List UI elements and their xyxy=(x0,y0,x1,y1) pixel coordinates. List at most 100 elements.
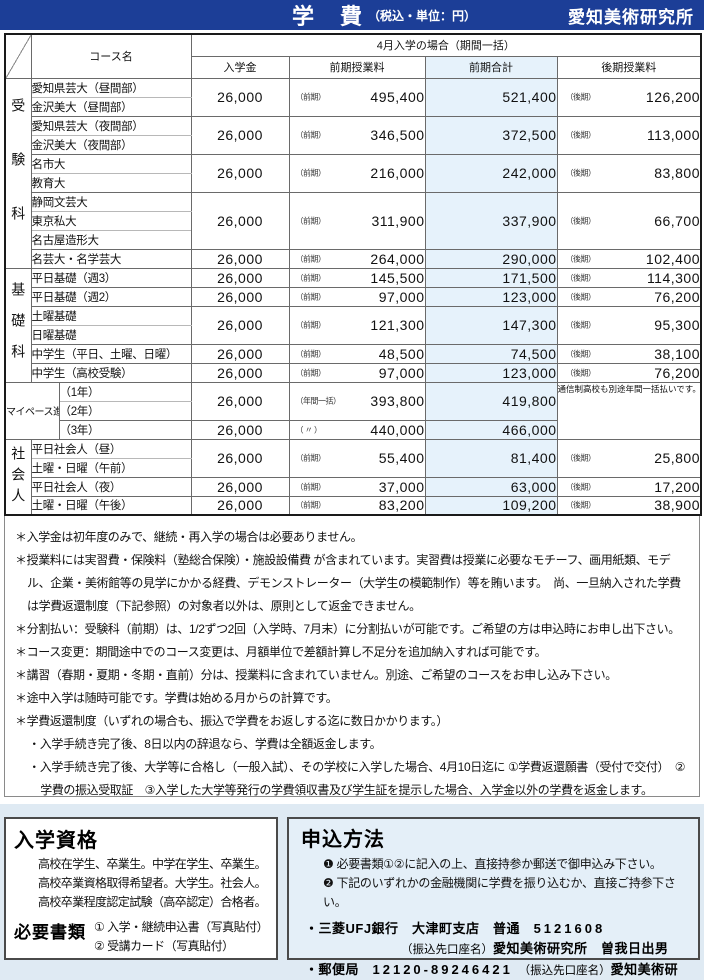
first-term-fee-cell: （前期） 346,500 xyxy=(288,115,426,155)
first-term-label: （前期） xyxy=(295,130,327,140)
course-cell: 中学生（平日、土曜、日曜） xyxy=(30,343,192,364)
table-header-row: コース名 4月入学の場合（期間一括） xyxy=(4,33,702,79)
second-term-fee-cell: （後期） 17,200 xyxy=(556,476,702,497)
second-term-fee-cell: （後期） 76,200 xyxy=(556,286,702,307)
first-total-cell: 74,500 xyxy=(424,343,558,364)
second-term-label: （後期） xyxy=(565,168,597,178)
required-documents-title: 必要書類 xyxy=(14,923,86,942)
qualification-title: 入学資格 xyxy=(14,830,98,852)
first-total-column-header: 前期合計 xyxy=(424,55,558,79)
admission-qualification-box: 入学資格 高校在学生、卒業生。中学在学生、卒業生。 高校卒業資格取得希望者。大学… xyxy=(4,817,278,960)
first-term-value: 145,500 xyxy=(370,269,425,286)
first-term-label: （前期） xyxy=(295,349,327,358)
first-total-cell: 290,000 xyxy=(424,248,558,269)
second-term-fee-cell: （後期） 102,400 xyxy=(556,248,702,269)
first-term-value: 393,800 xyxy=(370,393,425,409)
first-total-cell: 419,800 xyxy=(424,381,558,421)
account-name-label: （振込先口座名） xyxy=(401,944,493,956)
first-term-value: 311,900 xyxy=(371,212,425,229)
second-term-fee-cell: （後期） 66,700 xyxy=(556,191,702,250)
first-term-value: 37,000 xyxy=(378,478,425,495)
page-title: 学 費 xyxy=(292,4,365,29)
first-total-cell: 109,200 xyxy=(424,495,558,516)
qualification-line: 高校卒業資格取得希望者。大学生。社会人。 xyxy=(38,876,267,890)
note-sub-item: ・入学手続き完了後、大学等に合格し（一般入試）、その学校に入学した場合、4月10… xyxy=(28,760,686,797)
course-cell: （3年） xyxy=(58,419,192,440)
first-term-label: （前期） xyxy=(295,254,327,263)
bank-line-ufj: ・三菱UFJ銀行 大津町支店 普通 5121608 xyxy=(305,919,690,939)
second-term-label: （後期） xyxy=(565,453,597,463)
table-row: マイペース進学 （1年） 26,000 （年間一括） 393,800 419,80… xyxy=(4,381,702,440)
application-steps: ❶ 必要書類①②に記入の上、直接持参か郵送で御申込み下さい。 ❷ 下記のいずれか… xyxy=(323,855,690,912)
first-term-fee-cell: （ 〃 ） 440,000 xyxy=(288,419,426,440)
table-header-row: 入学金 前期授業料 前期合計 後期授業料 xyxy=(5,55,702,79)
application-title: 申込方法 xyxy=(301,829,385,851)
admission-fee-cell: 26,000 xyxy=(190,476,290,497)
table-row: 中学生（高校受験） 26,000 （前期） 97,000 123,000 （後期）… xyxy=(5,362,702,383)
second-term-label: （後期） xyxy=(565,130,597,140)
second-term-label: （後期） xyxy=(565,273,597,282)
course-cell: 平日社会人（昼） xyxy=(30,438,192,459)
notes-box: ＊入学金は初年度のみで、継続・再入学の場合は必要ありません。 ＊授業料には実習費… xyxy=(4,516,700,797)
first-total-cell: 242,000 xyxy=(424,153,558,193)
section-label: 基礎科 xyxy=(10,281,27,375)
course-column-header: コース名 xyxy=(30,33,192,79)
admission-fee-cell: 26,000 xyxy=(190,115,290,155)
bank-ufj-account: 愛知美術研究所 曽我日出男 xyxy=(493,941,669,956)
second-term-value: 126,200 xyxy=(645,89,701,105)
course-cell: 土曜・日曜（午後） xyxy=(30,495,192,516)
table-row: 中学生（平日、土曜、日曜） 26,000 （前期） 48,500 74,500 （… xyxy=(5,343,702,364)
admission-fee-cell: 26,000 xyxy=(190,286,290,307)
course-cell: 教育大 xyxy=(30,172,192,193)
course-cell: （2年） xyxy=(58,400,192,421)
note-item: ＊入学金は初年度のみで、継続・再入学の場合は必要ありません。 xyxy=(15,530,363,544)
second-term-value: 76,200 xyxy=(654,288,701,305)
second-term-label: （後期） xyxy=(565,349,597,358)
course-cell: 土曜基礎 xyxy=(30,305,192,326)
second-term-value: 66,700 xyxy=(654,212,701,229)
first-term-value: 440,000 xyxy=(370,421,425,438)
bank-post-number: 12120-89246421 xyxy=(372,962,513,977)
second-term-label: （後期） xyxy=(565,254,597,263)
first-term-fee-cell: （前期） 264,000 xyxy=(288,248,426,269)
annual-lump-label: （年間一括） xyxy=(295,396,342,406)
first-term-value: 83,200 xyxy=(378,497,425,514)
first-total-cell: 147,300 xyxy=(424,305,558,345)
table-row: 平日社会人（夜） 26,000 （前期） 37,000 63,000 （後期） 17… xyxy=(5,476,702,497)
second-term-label: （後期） xyxy=(565,216,597,225)
first-term-fee-cell: （年間一括） 393,800 xyxy=(288,381,426,421)
qualification-line: 高校在学生、卒業生。中学在学生、卒業生。 xyxy=(38,857,267,871)
note-sub-item: ・入学手続き完了後、8日以内の辞退なら、学費は全額返金します。 xyxy=(28,737,382,751)
note-item: ＊分割払い：受験科（前期）は、1/2ずつ2回（入学時、7月末）に分割払いが可能で… xyxy=(15,622,680,636)
note-item: ＊途中入学は随時可能です。学費は始める月からの計算です。 xyxy=(15,691,338,705)
first-term-value: 264,000 xyxy=(370,250,425,267)
first-total-cell: 81,400 xyxy=(424,438,558,478)
second-term-value: 114,300 xyxy=(646,269,701,286)
application-step: ❶ 必要書類①②に記入の上、直接持参か郵送で御申込み下さい。 xyxy=(323,857,662,871)
bank-post-account: 愛知美術研究所 xyxy=(610,962,679,977)
second-term-fee-cell: （後期） 76,200 xyxy=(556,362,702,383)
table-row: 受験科 愛知県芸大（昼間部） 26,000 （前期） 495,400 521,40… xyxy=(4,77,702,269)
second-term-fee-cell: （後期） 83,800 xyxy=(556,153,702,193)
first-term-label: （前期） xyxy=(295,500,327,510)
bank-ufj-name: ・三菱UFJ銀行 大津町支店 普通 xyxy=(305,921,534,936)
note-item: ＊コース変更：期間途中でのコース変更は、月額単位で差額計算し不足分を追加納入すれ… xyxy=(15,645,547,659)
admission-fee-cell: 26,000 xyxy=(190,419,290,440)
first-total-cell: 63,000 xyxy=(424,476,558,497)
table-row: 土曜基礎 26,000 （前期） 121,300 147,300 （後期） 95,3… xyxy=(5,305,702,345)
course-cell: 静岡文芸大 xyxy=(30,191,192,212)
second-term-value: 76,200 xyxy=(654,364,701,381)
first-term-fee-cell: （前期） 495,400 xyxy=(288,77,426,117)
table-row: 基礎科 平日基礎（週3） 26,000 （前期） 145,500 171,500 … xyxy=(4,267,702,383)
first-term-fee-cell: （前期） 216,000 xyxy=(288,153,426,193)
second-term-value: 38,100 xyxy=(654,345,701,362)
first-term-value: 121,300 xyxy=(370,317,425,333)
first-term-fee-cell: （前期） 145,500 xyxy=(288,267,426,288)
second-term-fee-cell: （後期） 113,000 xyxy=(556,115,702,155)
ditto-label: （ 〃 ） xyxy=(295,425,322,434)
course-cell: 愛知県芸大（昼間部） xyxy=(30,77,192,98)
table-row: 土曜・日曜（午後） 26,000 （前期） 83,200 109,200 （後期）… xyxy=(5,495,702,516)
first-term-fee-cell: （前期） 83,200 xyxy=(288,495,426,516)
second-term-fee-cell: （後期） 95,300 xyxy=(556,305,702,345)
admission-fee-cell: 26,000 xyxy=(190,343,290,364)
